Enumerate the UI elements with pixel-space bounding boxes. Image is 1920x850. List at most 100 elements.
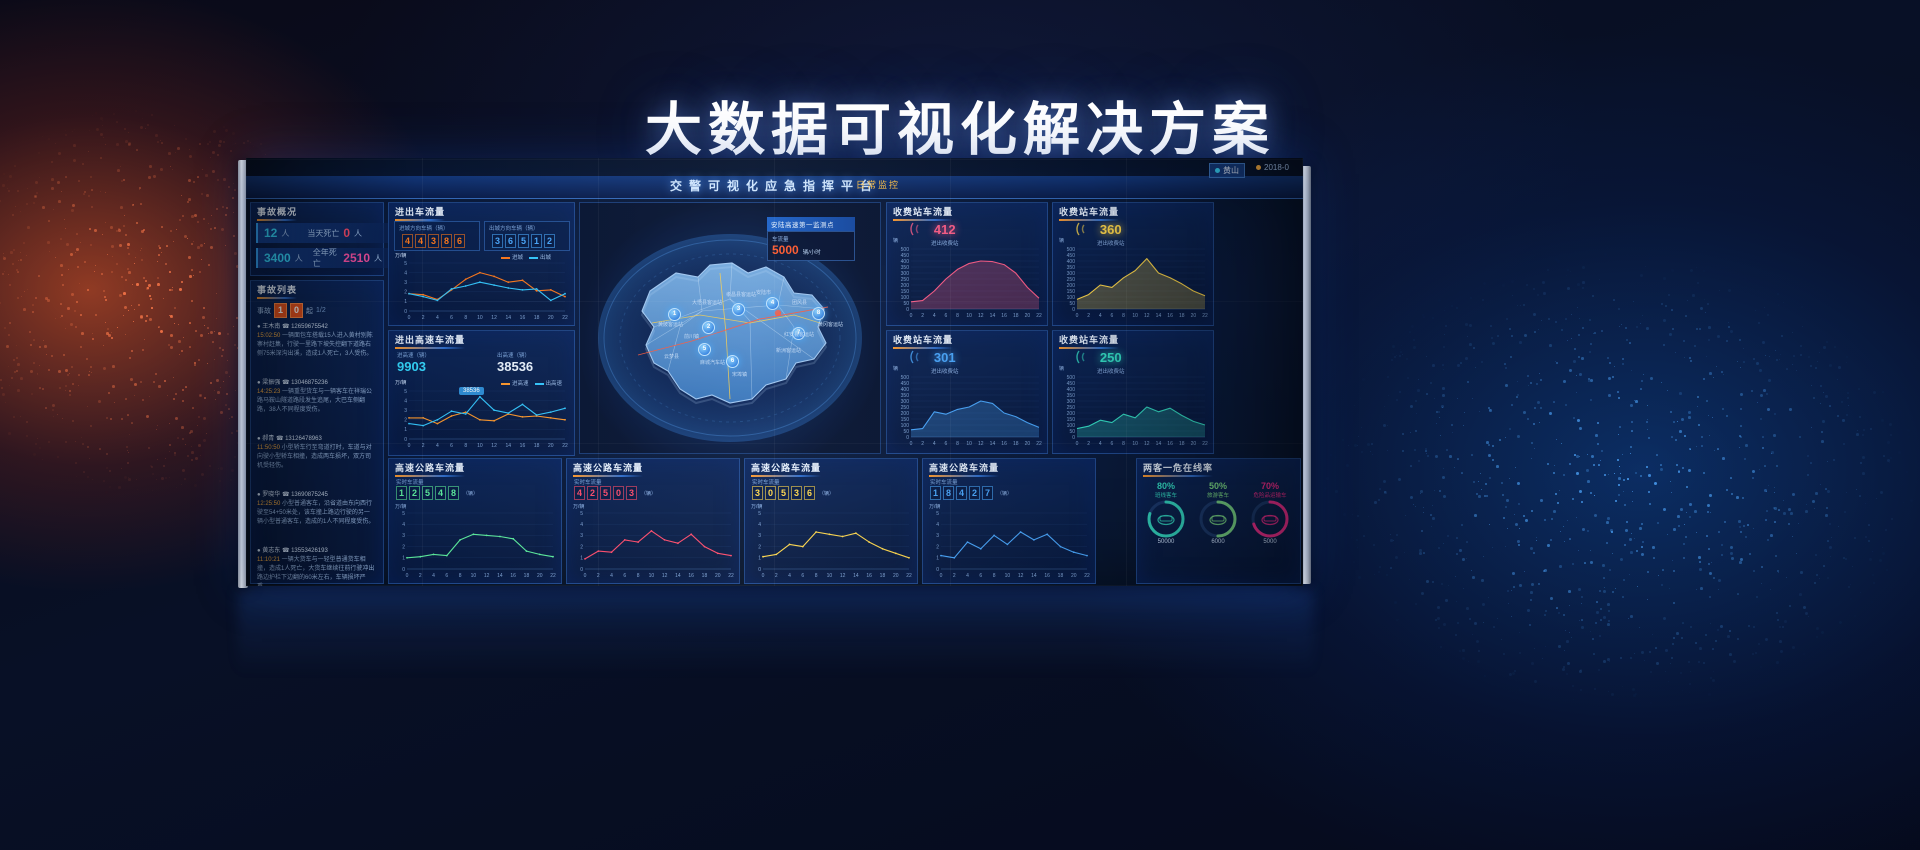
list-item[interactable]: ● 梁振强 ☎ 13046875236 14:25:23 一辆重型货车与一辆客车在… [257, 379, 375, 415]
callout-body: 车流量 5000 辆/小时 [767, 231, 855, 261]
map-marker-8[interactable]: 8 [812, 307, 825, 320]
svg-text:2: 2 [597, 573, 600, 579]
legend-inhighway: 进高速 [501, 379, 529, 387]
highway-kpi-label-4: 实时车流量 [930, 478, 958, 486]
svg-text:350: 350 [901, 393, 910, 399]
svg-text:2: 2 [921, 313, 924, 319]
toll-yunit-3: 辆 [893, 365, 898, 372]
svg-text:4: 4 [933, 313, 936, 319]
svg-text:12: 12 [662, 573, 668, 579]
map-marker-4[interactable]: 4 [766, 297, 779, 310]
svg-text:500: 500 [1067, 375, 1076, 381]
panel-toll-station-4: 收费站车流量 250 进出收费站辆 0 50 100 150 200 250 300 350 400 4… [1052, 330, 1214, 454]
kpi-outcity-label: 出城方向车辆（辆） [489, 224, 539, 232]
inout-highway-title: 进出高速车流量 [395, 333, 465, 346]
accident-overview-title: 事故概况 [257, 205, 297, 218]
svg-text:150: 150 [901, 417, 910, 423]
svg-text:6: 6 [450, 315, 453, 321]
accident-time: 12:25:50 [257, 501, 280, 507]
chart-tooltip: 38536 [459, 387, 484, 395]
list-item[interactable]: ● 王木南 ☎ 12659675542 15:02:50 一辆面包车搭载15人进入… [257, 323, 375, 359]
gauge-3[interactable]: 70% 危险品运输车 5000 [1247, 481, 1293, 545]
svg-text:2: 2 [580, 544, 583, 550]
svg-text:1: 1 [936, 556, 939, 562]
digit-2: 5 [778, 486, 789, 500]
inout-highway-yunit: 万/辆 [395, 379, 406, 386]
gauge-2[interactable]: 50% 旅游客车 6000 [1195, 481, 1241, 545]
digit-3: 4 [435, 486, 446, 500]
svg-text:14: 14 [505, 443, 511, 449]
map-label-7: 黄冈客运站 [818, 321, 843, 328]
toll-station-title-1: 收费站车流量 [893, 205, 953, 218]
map-marker-2[interactable]: 2 [702, 321, 715, 334]
svg-text:12: 12 [840, 573, 846, 579]
svg-text:4: 4 [1099, 441, 1102, 447]
digit-4: 3 [626, 486, 637, 500]
legend-outhighway: 出高速 [535, 379, 563, 387]
map-label-2: 前川镇 [684, 333, 699, 340]
list-item[interactable]: ● 黄志东 ☎ 13553426193 11:10:21 一辆大货车与一轻型普通货… [257, 547, 375, 586]
panel-online-rate: 两客一危在线率 80% 班线客车 50000 50% 旅游客车 6000 70% 危险品运… [1136, 458, 1301, 584]
svg-text:4: 4 [404, 270, 407, 276]
svg-text:12: 12 [491, 315, 497, 321]
highway-kpi-label-1: 实时车流量 [396, 478, 424, 486]
svg-text:250: 250 [1067, 405, 1076, 411]
accident-time: 11:10:21 [257, 557, 280, 563]
panel-map[interactable]: 1 2 3 4 5 6 7 8 黄陂客运站 前川镇 大悟县客运站 孝昌县客运站 安陆市红… [579, 202, 881, 454]
city-tag-label: 黄山 [1223, 166, 1239, 175]
gauge-value-3: 5000 [1247, 539, 1293, 545]
map-marker-3[interactable]: 3 [732, 303, 745, 316]
svg-text:16: 16 [1044, 573, 1050, 579]
svg-text:8: 8 [637, 573, 640, 579]
list-item[interactable]: ● 罗晓华 ☎ 13690875245 12:25:50 小型普通客车，沿省道由东… [257, 491, 375, 527]
svg-text:1: 1 [402, 556, 405, 562]
svg-text:20: 20 [548, 315, 554, 321]
accident-time: 11:50:50 [257, 445, 280, 451]
accident-list-pager[interactable]: 1/2 [316, 307, 334, 314]
callout-unit: 辆/小时 [803, 248, 821, 256]
svg-text:14: 14 [497, 573, 503, 579]
svg-text:2: 2 [921, 441, 924, 447]
svg-text:150: 150 [901, 289, 910, 295]
kpi-inhighway-value: 9903 [397, 359, 426, 374]
svg-text:16: 16 [1167, 441, 1173, 447]
series-1 [409, 397, 565, 426]
digit-2: 4 [956, 486, 967, 500]
map-marker-1[interactable]: 1 [668, 308, 681, 321]
svg-text:8: 8 [1122, 441, 1125, 447]
svg-text:22: 22 [562, 443, 568, 449]
toll-yunit-1: 辆 [893, 237, 898, 244]
highway-kpi-unit-4: （辆） [997, 490, 1012, 497]
svg-text:14: 14 [505, 315, 511, 321]
signal-wave-icon-2 [1075, 219, 1101, 239]
gauge-1[interactable]: 80% 班线客车 50000 [1143, 481, 1189, 545]
digit-2: 5 [518, 234, 529, 248]
svg-text:450: 450 [901, 253, 910, 259]
mode-tag[interactable]: 日常监控 [856, 178, 900, 191]
svg-text:4: 4 [788, 573, 791, 579]
stat-row-today: 12 人 当天死亡 0 人 [256, 223, 388, 243]
platform-title: 交警可视化应急指挥平台 [246, 177, 1303, 194]
map-marker-6[interactable]: 6 [726, 355, 739, 368]
today-death-label: 当天死亡 [307, 228, 339, 239]
list-item[interactable]: ● 郝青 ☎ 13126478963 11:50:50 小型轿车行至弯道打时，车道… [257, 435, 375, 471]
svg-text:14: 14 [1031, 573, 1037, 579]
chart-inout-flow: 0 1 2 3 4 5 0 2 4 6 8 10 12 14 16 18 20 22 [393, 259, 569, 321]
svg-text:8: 8 [815, 573, 818, 579]
svg-text:8: 8 [459, 573, 462, 579]
accident-detail: 15:02:50 一辆面包车搭载15人进入黄村别陈寨村赶集，行驶一里路下坡失控翻… [257, 332, 375, 359]
svg-text:16: 16 [510, 573, 516, 579]
city-tag[interactable]: 黄山 [1209, 163, 1245, 178]
svg-text:350: 350 [1067, 393, 1076, 399]
svg-text:4: 4 [966, 573, 969, 579]
chart-toll-2: 0 50 100 150 200 250 300 350 400 450 500 0 2 4 6 8 10 12 1… [1055, 245, 1209, 319]
toll-kpi-1: 412 进出收费站 [931, 221, 959, 247]
svg-text:3: 3 [580, 533, 583, 539]
svg-text:20: 20 [1191, 313, 1197, 319]
gauge-ring-1 [1146, 499, 1186, 539]
digit-4: 6 [804, 486, 815, 500]
map-marker-5[interactable]: 5 [698, 343, 711, 356]
toll-station-title-4: 收费站车流量 [1059, 333, 1119, 346]
svg-text:22: 22 [906, 573, 912, 579]
kpi-incity: 进城方向车辆（辆） 44386 [394, 221, 480, 251]
